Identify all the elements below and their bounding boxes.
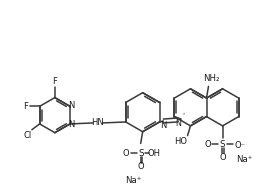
Text: HO: HO (174, 137, 187, 146)
Text: O: O (205, 140, 211, 149)
Text: ʹ: ʹ (182, 113, 184, 122)
Text: OH: OH (148, 149, 161, 158)
Text: F: F (52, 78, 57, 86)
Text: S: S (138, 149, 143, 158)
Text: O⁻: O⁻ (235, 141, 246, 150)
Text: N: N (68, 101, 74, 110)
Text: Cl: Cl (24, 131, 32, 140)
Text: F: F (23, 102, 28, 111)
Text: Na⁺: Na⁺ (236, 154, 252, 164)
Text: N: N (68, 120, 74, 129)
Text: S: S (220, 140, 225, 149)
Text: NH₂: NH₂ (203, 74, 220, 83)
Text: N: N (160, 121, 167, 130)
Text: HN: HN (92, 118, 104, 127)
Text: N: N (175, 119, 181, 128)
Text: O: O (219, 153, 226, 162)
Text: O: O (123, 149, 129, 158)
Text: O: O (138, 162, 144, 171)
Text: Na⁺: Na⁺ (125, 176, 141, 185)
